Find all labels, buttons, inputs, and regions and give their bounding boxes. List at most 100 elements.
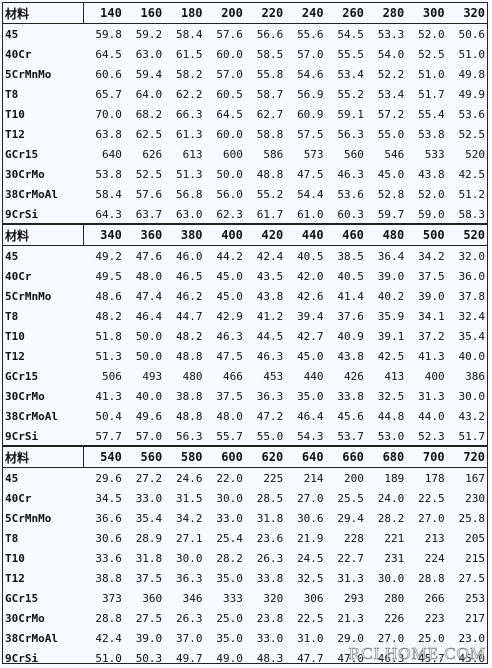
- header-cell: 材料: [3, 225, 84, 246]
- value-cell: 30.6: [297, 511, 324, 525]
- value-cell: 266: [424, 591, 445, 605]
- value-cell: 52.0: [418, 187, 445, 201]
- value-cell: 55.4: [418, 107, 445, 121]
- value-cell: 58.5: [256, 47, 284, 61]
- material-cell: T8: [5, 531, 19, 545]
- header-cell: 160: [123, 3, 165, 24]
- data-table: 材料 340 360 380 400 420 440 460 480 500 520 45 49.2 47…: [3, 225, 487, 446]
- value-cell: 42.9: [216, 309, 243, 323]
- value-cell: 62.2: [176, 87, 203, 101]
- value-cell: 49.6: [135, 409, 163, 423]
- data-row: T10 70.0 68.2 66.3 64.5 62.7 60.9 59.1 57.2 55.4 5…: [3, 104, 487, 124]
- material-cell: 9CrSi: [5, 429, 39, 443]
- value-cell: 37.5: [418, 269, 445, 283]
- value-cell: 22.5: [418, 491, 445, 505]
- value-cell: 32.0: [458, 249, 486, 263]
- value-cell: 520: [465, 147, 485, 161]
- header-cell: 180: [164, 3, 205, 24]
- value-cell: 21.9: [297, 531, 324, 545]
- value-cell: 45.0: [216, 289, 243, 303]
- value-cell: 52.5: [418, 47, 445, 61]
- value-cell: 41.3: [418, 349, 445, 363]
- data-row: T8 30.6 28.9 27.1 25.4 23.6 21.9 228 221 213 205: [3, 528, 487, 548]
- header-cell: 460: [325, 225, 366, 246]
- value-cell: 37.5: [135, 571, 163, 585]
- value-cell: 49.5: [95, 269, 122, 283]
- value-cell: 49.9: [458, 87, 486, 101]
- value-cell: 33.0: [256, 631, 284, 645]
- material-cell: 30CrMo: [5, 167, 45, 181]
- value-cell: 29.6: [95, 471, 122, 485]
- value-cell: 21.3: [337, 611, 364, 625]
- value-cell: 24.5: [297, 551, 324, 565]
- value-cell: 49.7: [176, 651, 203, 665]
- value-cell: 47.0: [337, 651, 364, 665]
- data-row: 45 49.2 47.6 46.0 44.2 42.4 40.5 38.5 36.4 34.2 32…: [3, 246, 487, 267]
- value-cell: 43.8: [337, 349, 364, 363]
- value-cell: 53.8: [418, 127, 445, 141]
- value-cell: 44.8: [377, 409, 405, 423]
- value-cell: 46.3: [256, 349, 284, 363]
- value-cell: 25.0: [216, 611, 243, 625]
- value-cell: 43.8: [256, 289, 284, 303]
- value-cell: 213: [424, 531, 445, 545]
- material-cell: T10: [5, 551, 25, 565]
- material-cell: GCr15: [5, 369, 39, 383]
- value-cell: 51.2: [458, 187, 486, 201]
- value-cell: 51.7: [418, 87, 445, 101]
- value-cell: 31.3: [337, 571, 364, 585]
- header-cell: 材料: [3, 447, 84, 468]
- header-cell: 260: [325, 3, 366, 24]
- value-cell: 42.0: [297, 269, 324, 283]
- value-cell: 46.4: [297, 409, 324, 423]
- header-cell: 300: [406, 3, 447, 24]
- value-cell: 36.4: [377, 249, 405, 263]
- value-cell: 440: [303, 369, 324, 383]
- value-cell: 31.3: [418, 389, 445, 403]
- value-cell: 65.7: [95, 87, 122, 101]
- data-row: 40Cr 49.5 48.0 46.5 45.0 43.5 42.0 40.5 39.0 37.5…: [3, 266, 487, 286]
- material-cell: 38CrMoAl: [5, 631, 58, 645]
- table-section: 材料 540 560 580 600 620 640 660 680 700 720 45 29.6 27…: [3, 447, 487, 667]
- data-row: 38CrMoAl 42.4 39.0 37.0 35.0 33.0 31.0 29.0 27.0…: [3, 628, 487, 648]
- value-cell: 333: [223, 591, 243, 605]
- value-cell: 58.2: [176, 67, 203, 81]
- value-cell: 56.9: [297, 87, 324, 101]
- data-row: T10 33.6 31.8 30.0 28.2 26.3 24.5 22.7 231 224 215: [3, 548, 487, 568]
- material-cell: T12: [5, 349, 25, 363]
- value-cell: 49.2: [95, 249, 122, 263]
- value-cell: 57.5: [297, 127, 324, 141]
- material-cell: 5CrMnMo: [5, 511, 52, 525]
- value-cell: 42.5: [377, 349, 405, 363]
- data-row: 9CrSi 57.7 57.0 56.3 55.7 55.0 54.3 53.7 53.0 52.…: [3, 426, 487, 446]
- material-cell: 38CrMoAl: [5, 409, 58, 423]
- value-cell: 47.5: [216, 349, 243, 363]
- value-cell: 49.8: [458, 67, 486, 81]
- value-cell: 34.2: [176, 511, 203, 525]
- value-cell: 70.0: [95, 107, 122, 121]
- value-cell: 29.0: [337, 631, 364, 645]
- data-row: T12 51.3 50.0 48.8 47.5 46.3 45.0 43.8 42.5 41.3 4…: [3, 346, 487, 366]
- header-cell: 520: [446, 225, 487, 246]
- data-row: T8 65.7 64.0 62.2 60.5 58.7 56.9 55.2 53.4 51.7 49…: [3, 84, 487, 104]
- value-cell: 22.5: [297, 611, 324, 625]
- value-cell: 43.5: [256, 269, 284, 283]
- value-cell: 23.8: [256, 611, 284, 625]
- value-cell: 226: [384, 611, 405, 625]
- data-row: 5CrMnMo 60.6 59.4 58.2 57.0 55.8 54.6 53.4 52.2 5…: [3, 64, 487, 84]
- value-cell: 64.5: [95, 47, 122, 61]
- value-cell: 53.8: [95, 167, 122, 181]
- value-cell: 56.8: [176, 187, 203, 201]
- value-cell: 32.5: [297, 571, 324, 585]
- material-cell: GCr15: [5, 591, 39, 605]
- value-cell: 48.2: [176, 329, 203, 343]
- value-cell: 50.6: [458, 27, 486, 41]
- value-cell: 178: [424, 471, 445, 485]
- material-cell: 30CrMo: [5, 389, 45, 403]
- value-cell: 50.4: [95, 409, 122, 423]
- value-cell: 54.6: [297, 67, 324, 81]
- value-cell: 44.7: [176, 309, 203, 323]
- header-cell: 720: [446, 447, 487, 468]
- value-cell: 48.8: [176, 409, 203, 423]
- value-cell: 26.3: [256, 551, 284, 565]
